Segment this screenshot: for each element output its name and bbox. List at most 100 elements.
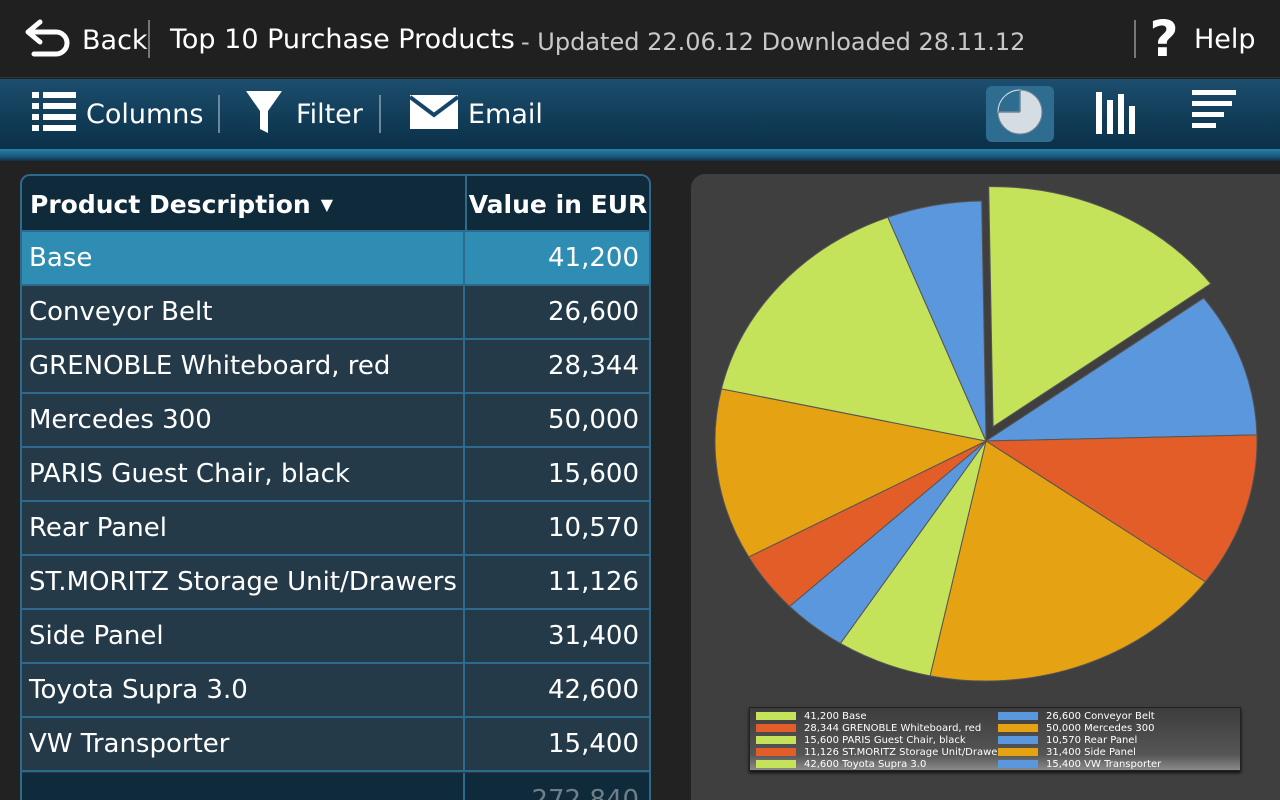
back-label: Back [82, 24, 148, 56]
value-cell: 15,400 [463, 718, 649, 770]
value-cell: 26,600 [463, 286, 649, 338]
table-row[interactable]: Base 41,200 [22, 232, 649, 286]
page-subtitle: - Updated 22.06.12 Downloaded 28.11.12 [521, 28, 1026, 56]
legend-swatch [756, 712, 796, 720]
legend-item: 11,126 ST.MORITZ Storage Unit/Drawers [756, 746, 1007, 758]
toolbar-divider [218, 95, 220, 133]
legend-label: 42,600 Toyota Supra 3.0 [804, 758, 927, 770]
product-description-cell: PARIS Guest Chair, black [29, 459, 350, 489]
legend-swatch [998, 736, 1038, 744]
legend-swatch [756, 724, 796, 732]
title-bar: Back Top 10 Purchase Products - Updated … [0, 0, 1280, 78]
pie-slice[interactable] [984, 434, 1258, 583]
filter-label: Filter [296, 98, 363, 130]
email-button[interactable]: Email [408, 91, 543, 137]
legend-label: 41,200 Base [804, 710, 867, 722]
product-description-cell: Mercedes 300 [29, 405, 212, 435]
title-divider [148, 20, 150, 58]
pie-slice[interactable] [984, 297, 1258, 442]
table-total-value: 272,840 [463, 773, 649, 800]
toolbar: Columns Filter Email [0, 79, 1280, 149]
pie-slice[interactable] [714, 388, 988, 558]
page-title: Top 10 Purchase Products [170, 24, 515, 55]
bar-chart-icon [1094, 88, 1142, 140]
pie-slice[interactable] [720, 216, 987, 442]
table-header: Product Description ▼ Value in EUR [22, 176, 649, 232]
legend-item: 15,400 VW Transporter [998, 758, 1161, 770]
sort-descending-icon: ▼ [320, 194, 334, 214]
product-description-cell: Rear Panel [29, 513, 167, 543]
toolbar-stripe [0, 149, 1280, 161]
product-description-cell: Base [29, 243, 93, 273]
filter-button[interactable]: Filter [246, 91, 363, 137]
table-row[interactable]: Mercedes 300 50,000 [22, 394, 649, 448]
email-label: Email [468, 98, 543, 130]
value-cell: 10,570 [463, 502, 649, 554]
pie-chart-view-button[interactable] [986, 86, 1054, 142]
legend-item: 50,000 Mercedes 300 [998, 722, 1154, 734]
table-row[interactable]: Conveyor Belt 26,600 [22, 286, 649, 340]
pie-slice[interactable] [929, 440, 1207, 682]
columns-button[interactable]: Columns [32, 91, 203, 137]
legend-label: 15,600 PARIS Guest Chair, black [804, 734, 966, 746]
table-total-row: 272,840 [22, 773, 649, 800]
legend-swatch [756, 760, 796, 768]
value-cell: 11,126 [463, 556, 649, 608]
legend-item: 28,344 GRENOBLE Whiteboard, red [756, 722, 981, 734]
legend-swatch [998, 760, 1038, 768]
legend-item: 42,600 Toyota Supra 3.0 [756, 758, 926, 770]
value-cell: 31,400 [463, 610, 649, 662]
table-row[interactable]: Rear Panel 10,570 [22, 502, 649, 556]
envelope-icon [408, 93, 460, 135]
data-table: Product Description ▼ Value in EUR Base 4… [20, 174, 651, 800]
filter-funnel-icon [246, 89, 282, 139]
legend-item: 26,600 Conveyor Belt [998, 710, 1155, 722]
legend-label: 11,126 ST.MORITZ Storage Unit/Drawers [804, 746, 1007, 758]
table-row[interactable]: Side Panel 31,400 [22, 610, 649, 664]
legend-label: 50,000 Mercedes 300 [1046, 722, 1155, 734]
legend-item: 31,400 Side Panel [998, 746, 1136, 758]
legend-swatch [998, 748, 1038, 756]
legend-label: 31,400 Side Panel [1046, 746, 1136, 758]
value-cell: 15,600 [463, 448, 649, 500]
list-view-button[interactable] [1180, 86, 1248, 142]
table-row[interactable]: Toyota Supra 3.0 42,600 [22, 664, 649, 718]
horizontal-bars-icon [1190, 88, 1238, 140]
table-row[interactable]: GRENOBLE Whiteboard, red 28,344 [22, 340, 649, 394]
product-description-cell: ST.MORITZ Storage Unit/Drawers [29, 567, 457, 597]
pie-chart-panel: 41,200 Base 26,600 Conveyor Belt 28,344 GR… [691, 174, 1280, 800]
toolbar-divider [379, 95, 381, 133]
help-button[interactable]: ? Help [1148, 10, 1256, 68]
value-cell: 41,200 [463, 232, 649, 284]
product-description-cell: VW Transporter [29, 729, 230, 759]
legend-item: 41,200 Base [756, 710, 867, 722]
legend-label: 10,570 Rear Panel [1046, 734, 1138, 746]
pie-slice[interactable] [988, 186, 1212, 428]
pie-chart-icon [996, 88, 1044, 140]
legend-item: 15,600 PARIS Guest Chair, black [756, 734, 966, 746]
bar-chart-view-button[interactable] [1084, 86, 1152, 142]
pie-chart[interactable] [691, 174, 1280, 704]
help-divider [1134, 20, 1136, 58]
value-cell: 42,600 [463, 664, 649, 716]
legend-swatch [998, 724, 1038, 732]
pie-slice[interactable] [887, 200, 987, 442]
question-mark-icon: ? [1149, 10, 1179, 68]
legend-label: 26,600 Conveyor Belt [1046, 710, 1155, 722]
chart-legend: 41,200 Base 26,600 Conveyor Belt 28,344 GR… [749, 707, 1241, 771]
table-row[interactable]: PARIS Guest Chair, black 15,600 [22, 448, 649, 502]
legend-swatch [756, 736, 796, 744]
product-description-cell: Side Panel [29, 621, 164, 651]
column-header-value-label: Value in EUR [468, 189, 648, 219]
column-header-value[interactable]: Value in EUR [465, 176, 649, 232]
column-header-description[interactable]: Product Description ▼ [30, 176, 333, 232]
table-row[interactable]: VW Transporter 15,400 [22, 718, 649, 772]
legend-label: 28,344 GRENOBLE Whiteboard, red [804, 722, 982, 734]
product-description-cell: Toyota Supra 3.0 [29, 675, 248, 705]
table-row[interactable]: ST.MORITZ Storage Unit/Drawers 11,126 [22, 556, 649, 610]
legend-item: 10,570 Rear Panel [998, 734, 1137, 746]
columns-label: Columns [86, 98, 204, 130]
column-header-description-label: Product Description [30, 189, 311, 219]
help-label: Help [1194, 23, 1256, 55]
back-button[interactable]: Back [22, 18, 148, 62]
